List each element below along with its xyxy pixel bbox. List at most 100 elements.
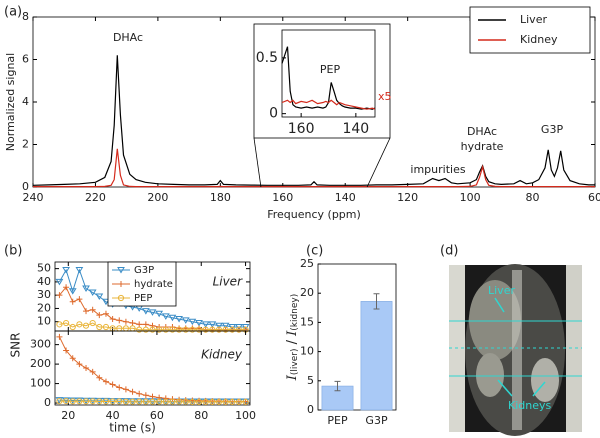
y-tick-label: 40 bbox=[37, 275, 51, 288]
x-tick-label: 100 bbox=[460, 191, 481, 204]
marker bbox=[208, 321, 217, 328]
marker bbox=[88, 289, 97, 296]
marker bbox=[149, 398, 156, 405]
y-label-part: I bbox=[285, 374, 300, 381]
panel-label: (c) bbox=[306, 244, 323, 259]
annotation: hydrate bbox=[461, 140, 504, 153]
inset-x-tick-label: 140 bbox=[342, 121, 369, 137]
marker bbox=[221, 322, 230, 330]
inset-y-tick-label: 0.5 bbox=[256, 50, 278, 66]
marker bbox=[136, 390, 143, 397]
marker bbox=[68, 397, 77, 404]
marker bbox=[96, 312, 103, 319]
marker bbox=[202, 398, 209, 405]
mri-image: Liver Kidneys (d) bbox=[440, 244, 582, 436]
annotation: DHAc bbox=[467, 125, 497, 138]
marker bbox=[129, 388, 136, 395]
marker bbox=[96, 374, 103, 381]
marker bbox=[63, 347, 70, 354]
x-tick-label: 60 bbox=[150, 409, 164, 422]
x-tick-label: 100 bbox=[235, 409, 256, 422]
marker bbox=[136, 398, 143, 405]
inset-y-tick-label: 0 bbox=[269, 106, 278, 122]
subplot-label: Kidney bbox=[201, 348, 243, 362]
marker bbox=[148, 309, 157, 316]
marker bbox=[75, 397, 84, 404]
legend-box bbox=[469, 6, 591, 54]
image-label: Liver bbox=[488, 284, 515, 297]
marker bbox=[215, 322, 223, 330]
legend-label: hydrate bbox=[134, 279, 173, 290]
marker bbox=[55, 278, 64, 286]
series-line bbox=[58, 336, 246, 402]
marker bbox=[162, 326, 169, 333]
subplot-label: Liver bbox=[213, 275, 244, 289]
x-tick-label: 200 bbox=[147, 191, 168, 204]
y-axis-label: Normalized signal bbox=[4, 53, 17, 151]
legend-label: PEP bbox=[134, 293, 152, 304]
marker bbox=[56, 321, 63, 328]
marker bbox=[215, 398, 223, 405]
kidney-region bbox=[476, 353, 504, 397]
marker bbox=[89, 368, 96, 375]
y-tick-label: 2 bbox=[22, 138, 29, 151]
marker bbox=[142, 326, 149, 333]
y-tick-label: 50 bbox=[37, 262, 51, 275]
plot-frame bbox=[54, 330, 251, 406]
y-tick-label: 10 bbox=[300, 345, 314, 358]
marker bbox=[56, 333, 63, 340]
marker bbox=[102, 298, 110, 306]
marker bbox=[102, 378, 109, 385]
inset-annotation: PEP bbox=[320, 63, 341, 76]
marker bbox=[95, 293, 104, 300]
x-axis-label: time (s) bbox=[109, 421, 156, 435]
marker bbox=[109, 381, 116, 388]
marker bbox=[141, 308, 150, 315]
marker bbox=[142, 321, 149, 328]
y-tick-label: 5 bbox=[307, 374, 314, 387]
y-tick-label: 10 bbox=[37, 315, 51, 328]
marker bbox=[55, 397, 64, 404]
marker bbox=[169, 398, 176, 405]
marker bbox=[83, 365, 90, 371]
marker bbox=[195, 320, 203, 327]
marker bbox=[149, 326, 156, 333]
marker bbox=[136, 326, 143, 333]
marker bbox=[201, 321, 210, 328]
marker bbox=[122, 386, 129, 393]
marker bbox=[76, 296, 83, 303]
marker bbox=[117, 267, 125, 274]
x-tick-label: 160 bbox=[272, 191, 293, 204]
arrow bbox=[494, 297, 505, 313]
inset-x-tick-label: 160 bbox=[288, 121, 315, 137]
marker bbox=[69, 298, 76, 305]
marker bbox=[149, 322, 156, 329]
marker bbox=[195, 398, 203, 405]
connector bbox=[253, 137, 262, 188]
marker bbox=[129, 320, 136, 327]
y-tick-label: 0 bbox=[307, 403, 314, 416]
marker bbox=[195, 326, 203, 333]
image-label: Kidneys bbox=[508, 399, 552, 412]
marker bbox=[62, 319, 70, 327]
arrow bbox=[497, 379, 513, 397]
x-axis-label: Frequency (ppm) bbox=[267, 208, 361, 221]
marker bbox=[69, 323, 76, 331]
marker bbox=[83, 308, 90, 315]
connector bbox=[366, 137, 391, 188]
marker bbox=[202, 326, 209, 333]
marker bbox=[69, 398, 76, 405]
marker bbox=[82, 285, 90, 293]
y-tick-label: 8 bbox=[22, 10, 29, 23]
inset-line bbox=[281, 99, 376, 110]
x-tick-label: 80 bbox=[194, 409, 208, 422]
marker bbox=[116, 317, 123, 324]
marker bbox=[109, 316, 116, 323]
marker bbox=[189, 398, 196, 405]
marker bbox=[82, 322, 90, 329]
marker bbox=[122, 318, 129, 325]
marker bbox=[155, 310, 164, 318]
marker bbox=[89, 398, 96, 405]
marker bbox=[62, 397, 70, 404]
legend-label: Liver bbox=[520, 13, 547, 26]
